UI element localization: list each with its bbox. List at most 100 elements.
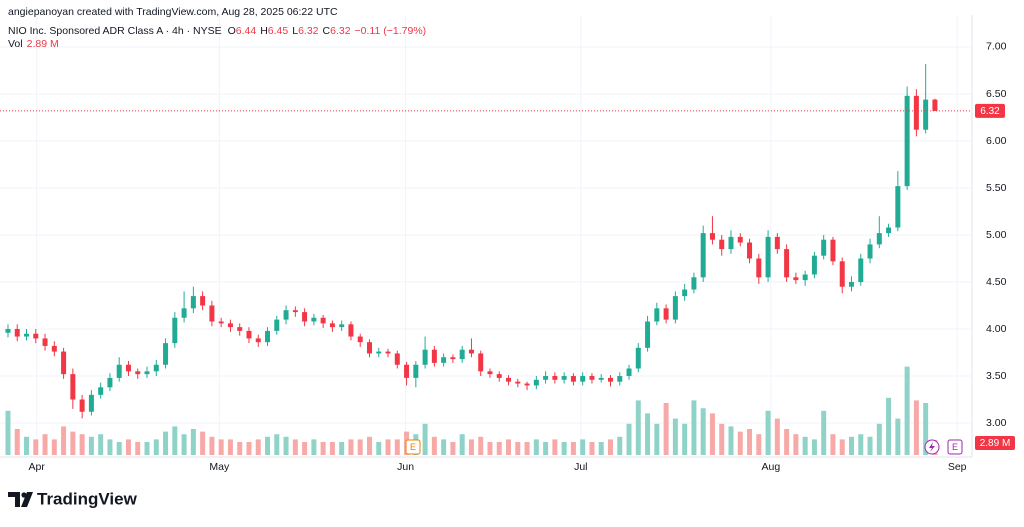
candle-body bbox=[700, 233, 706, 278]
volume-bar bbox=[496, 442, 502, 455]
candle-body bbox=[478, 353, 484, 372]
y-tick-label: 5.50 bbox=[986, 182, 1007, 194]
ohlc-value: 6.32 bbox=[330, 25, 351, 37]
candle-body bbox=[793, 277, 799, 281]
earnings-marker[interactable] bbox=[947, 439, 963, 455]
candle-body bbox=[747, 242, 753, 259]
volume-bar bbox=[107, 439, 113, 455]
candle-body bbox=[404, 364, 410, 378]
candle-body bbox=[394, 353, 400, 365]
volume-bar bbox=[51, 439, 57, 455]
volume-bar bbox=[626, 423, 632, 455]
candle-body bbox=[876, 233, 882, 245]
volume-bar bbox=[422, 423, 428, 455]
candle-body bbox=[163, 343, 169, 365]
volume-bar bbox=[376, 442, 382, 455]
candle-body bbox=[811, 255, 817, 275]
volume-bar bbox=[329, 442, 335, 455]
ohlc-prefix: O bbox=[228, 25, 236, 37]
volume-bar bbox=[24, 436, 30, 455]
candle-body bbox=[923, 99, 929, 130]
candle-body bbox=[366, 342, 372, 354]
candle-body bbox=[635, 347, 641, 369]
candle-body bbox=[552, 376, 558, 380]
volume-bar bbox=[719, 423, 725, 455]
volume-bar bbox=[515, 442, 521, 455]
volume-bar bbox=[200, 431, 206, 455]
candle-body bbox=[682, 289, 688, 297]
volume-bar bbox=[886, 397, 892, 455]
candle-body bbox=[237, 327, 243, 331]
volume-bar bbox=[144, 442, 150, 455]
candle-body bbox=[802, 274, 808, 281]
candle-body bbox=[255, 338, 261, 343]
volume-bar bbox=[70, 431, 76, 455]
y-tick-label: 3.50 bbox=[986, 370, 1007, 382]
candle-body bbox=[709, 233, 715, 240]
volume-bar bbox=[663, 403, 669, 455]
candle-body bbox=[617, 376, 623, 382]
candle-body bbox=[190, 296, 196, 309]
volume-bar bbox=[645, 413, 651, 455]
volume-bar bbox=[607, 439, 613, 455]
volume-bar bbox=[450, 442, 456, 455]
last-price-badge bbox=[975, 103, 1005, 118]
candle-body bbox=[719, 239, 725, 250]
volume-bar bbox=[774, 418, 780, 455]
volume-bar bbox=[441, 439, 447, 455]
candle-body bbox=[737, 236, 743, 243]
y-tick-label: 3.00 bbox=[986, 417, 1007, 429]
candle-body bbox=[172, 317, 178, 344]
candle-body bbox=[533, 379, 539, 386]
volume-legend: Vol 2.89 M bbox=[8, 38, 59, 50]
volume-bar bbox=[265, 436, 271, 455]
candle-body bbox=[858, 258, 864, 283]
volume-bar bbox=[116, 442, 122, 455]
candle-body bbox=[839, 261, 845, 287]
volume-bar bbox=[737, 431, 743, 455]
volume-bar bbox=[580, 439, 586, 455]
x-tick-label: Jul bbox=[574, 461, 587, 473]
volume-bar bbox=[700, 408, 706, 455]
volume-bar bbox=[524, 442, 530, 455]
lightning-icon bbox=[929, 442, 935, 452]
candle-body bbox=[292, 310, 298, 313]
volume-bar bbox=[181, 434, 187, 455]
volume-bar bbox=[190, 429, 196, 455]
volume-bar bbox=[793, 434, 799, 455]
volume-bar bbox=[459, 434, 465, 455]
volume-bar bbox=[867, 436, 873, 455]
candle-body bbox=[886, 227, 892, 234]
candle-body bbox=[357, 336, 363, 343]
y-tick-label: 5.00 bbox=[986, 229, 1007, 241]
candle-body bbox=[61, 351, 67, 375]
volume-bar bbox=[5, 410, 11, 455]
volume-bar bbox=[923, 403, 929, 455]
volume-bar bbox=[635, 400, 641, 455]
volume-bar bbox=[709, 413, 715, 455]
volume-bar bbox=[487, 442, 493, 455]
volume-bar bbox=[431, 436, 437, 455]
earnings-marker[interactable] bbox=[405, 439, 421, 455]
volume-bar bbox=[552, 439, 558, 455]
credit: angiepanoyan created with TradingView.co… bbox=[8, 6, 338, 18]
candle-body bbox=[79, 399, 85, 412]
volume-bar bbox=[802, 436, 808, 455]
candle-body bbox=[691, 277, 697, 290]
volume-bar bbox=[821, 410, 827, 455]
legend: NIO Inc. Sponsored ADR Class A · 4h · NY… bbox=[8, 25, 426, 50]
candle-body bbox=[200, 296, 206, 306]
candle-body bbox=[33, 333, 39, 339]
volume-bar bbox=[728, 426, 734, 455]
volume-bar bbox=[385, 439, 391, 455]
candle-body bbox=[654, 308, 660, 322]
volume-bar bbox=[125, 439, 131, 455]
candle-body bbox=[728, 236, 734, 250]
last-price-label: 6.32 bbox=[980, 106, 1000, 117]
volume-bar bbox=[172, 426, 178, 455]
candle-body bbox=[98, 387, 104, 395]
volume-bar bbox=[348, 439, 354, 455]
volume-bar bbox=[858, 434, 864, 455]
candle-body bbox=[506, 377, 512, 382]
